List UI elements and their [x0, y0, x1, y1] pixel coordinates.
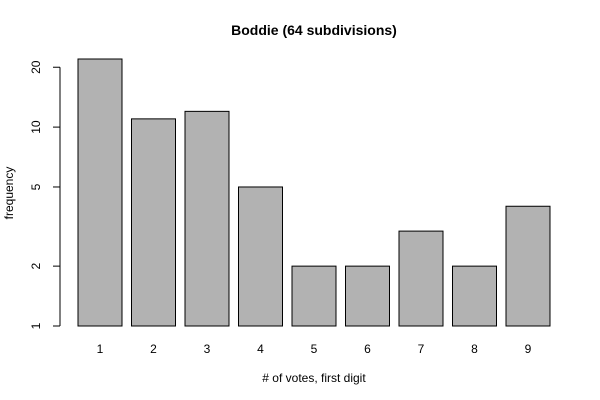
y-tick-label: 2 — [29, 262, 43, 269]
x-tick-label: 4 — [257, 342, 264, 356]
y-tick-label: 10 — [29, 120, 43, 134]
y-axis: 1 2 5 10 20 — [29, 60, 61, 329]
bar-4 — [238, 186, 283, 327]
bar-1 — [77, 58, 123, 327]
x-tick-label: 7 — [418, 342, 425, 356]
x-axis-label: # of votes, first digit — [262, 371, 366, 385]
bar-5 — [291, 265, 337, 327]
x-tick-label: 9 — [525, 342, 532, 356]
x-tick-label: 6 — [364, 342, 371, 356]
chart-title: Boddie (64 subdivisions) — [231, 22, 397, 38]
bar-2 — [131, 118, 176, 327]
y-tick-label: 5 — [29, 183, 43, 190]
bars-group — [77, 58, 551, 327]
y-tick-label: 1 — [29, 322, 43, 329]
y-tick-label: 20 — [29, 60, 43, 74]
y-axis-label: frequency — [2, 167, 16, 220]
bar-7 — [398, 230, 444, 327]
x-tick-label: 5 — [311, 342, 318, 356]
x-tick-label: 2 — [150, 342, 157, 356]
bar-3 — [184, 110, 230, 327]
x-tick-label: 8 — [471, 342, 478, 356]
bar-8 — [452, 265, 497, 327]
bar-6 — [345, 265, 390, 327]
x-tick-label: 1 — [97, 342, 104, 356]
x-tick-label: 3 — [204, 342, 211, 356]
bar-9 — [505, 205, 551, 327]
x-tick-labels: 1 2 3 4 5 6 7 8 9 — [97, 342, 532, 356]
